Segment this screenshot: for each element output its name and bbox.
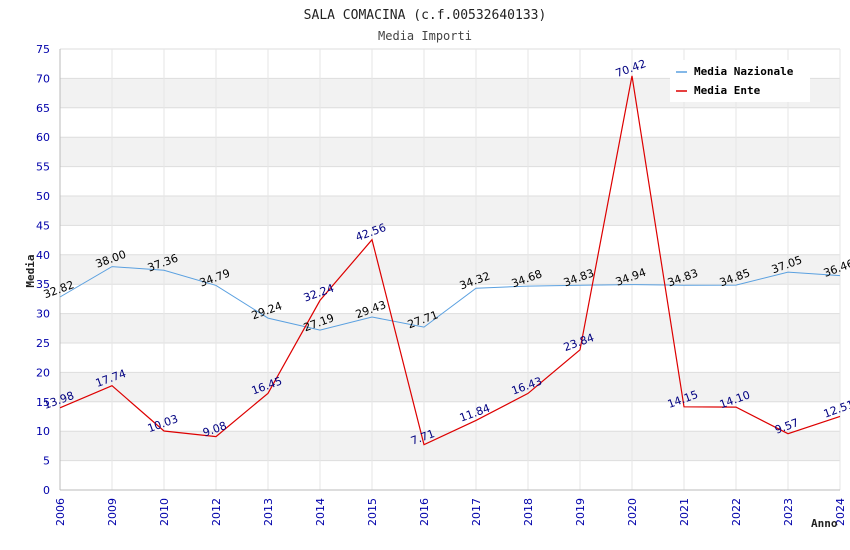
x-tick-label: 2013: [262, 498, 275, 526]
x-tick-label: 2010: [158, 498, 171, 526]
y-tick-label: 60: [36, 131, 50, 144]
x-tick-label: 2012: [210, 498, 223, 526]
legend-label-media-ente: Media Ente: [694, 84, 761, 97]
series-line-media-nazionale: [59, 266, 841, 331]
grid-band: [60, 196, 840, 226]
x-tick-label: 2021: [678, 498, 691, 526]
data-label: 70.42: [614, 57, 648, 80]
y-tick-label: 0: [43, 484, 50, 497]
y-tick-label: 10: [36, 425, 50, 438]
legend-label-media-nazionale: Media Nazionale: [694, 65, 794, 78]
series-line-media-ente: [59, 75, 841, 446]
grid-band: [60, 254, 840, 285]
x-tick-label: 2020: [626, 498, 639, 526]
data-label: 32.24: [302, 282, 336, 305]
x-tick-label: 2006: [54, 498, 67, 526]
grid-band: [60, 137, 840, 167]
y-tick-label: 20: [36, 366, 50, 379]
x-tick-label: 2019: [574, 498, 587, 526]
grid-band: [60, 431, 840, 461]
data-label: 13.98: [42, 389, 76, 412]
y-tick-label: 35: [36, 278, 50, 291]
x-tick-label: 2017: [470, 498, 483, 526]
x-tick-label: 2023: [782, 498, 795, 526]
y-tick-label: 50: [36, 190, 50, 203]
y-tick-label: 5: [43, 455, 50, 468]
y-tick-label: 25: [36, 337, 50, 350]
y-tick-label: 65: [36, 102, 50, 115]
y-tick-label: 75: [36, 43, 50, 56]
x-tick-label: 2024: [834, 498, 847, 526]
grid-band: [60, 372, 840, 402]
x-tick-label: 2014: [314, 498, 327, 526]
legend-box: [670, 60, 810, 102]
chart-title: SALA COMACINA (c.f.00532640133): [304, 8, 547, 23]
y-tick-label: 45: [36, 219, 50, 232]
y-tick-label: 30: [36, 308, 50, 321]
y-tick-label: 15: [36, 396, 50, 409]
x-tick-label: 2009: [106, 498, 119, 526]
chart-subtitle: Media Importi: [378, 29, 472, 43]
grid-band: [60, 313, 840, 343]
legend: Media Nazionale Media Ente: [670, 60, 810, 102]
x-tick-label: 2015: [366, 498, 379, 526]
y-axis-label: Media: [24, 254, 37, 287]
x-tick-label: 2016: [418, 498, 431, 526]
x-axis-label: Anno: [811, 517, 838, 530]
x-tick-label: 2022: [730, 498, 743, 526]
y-tick-label: 55: [36, 161, 50, 174]
x-tick-label: 2018: [522, 498, 535, 526]
y-tick-label: 70: [36, 72, 50, 85]
y-tick-label: 40: [36, 249, 50, 262]
